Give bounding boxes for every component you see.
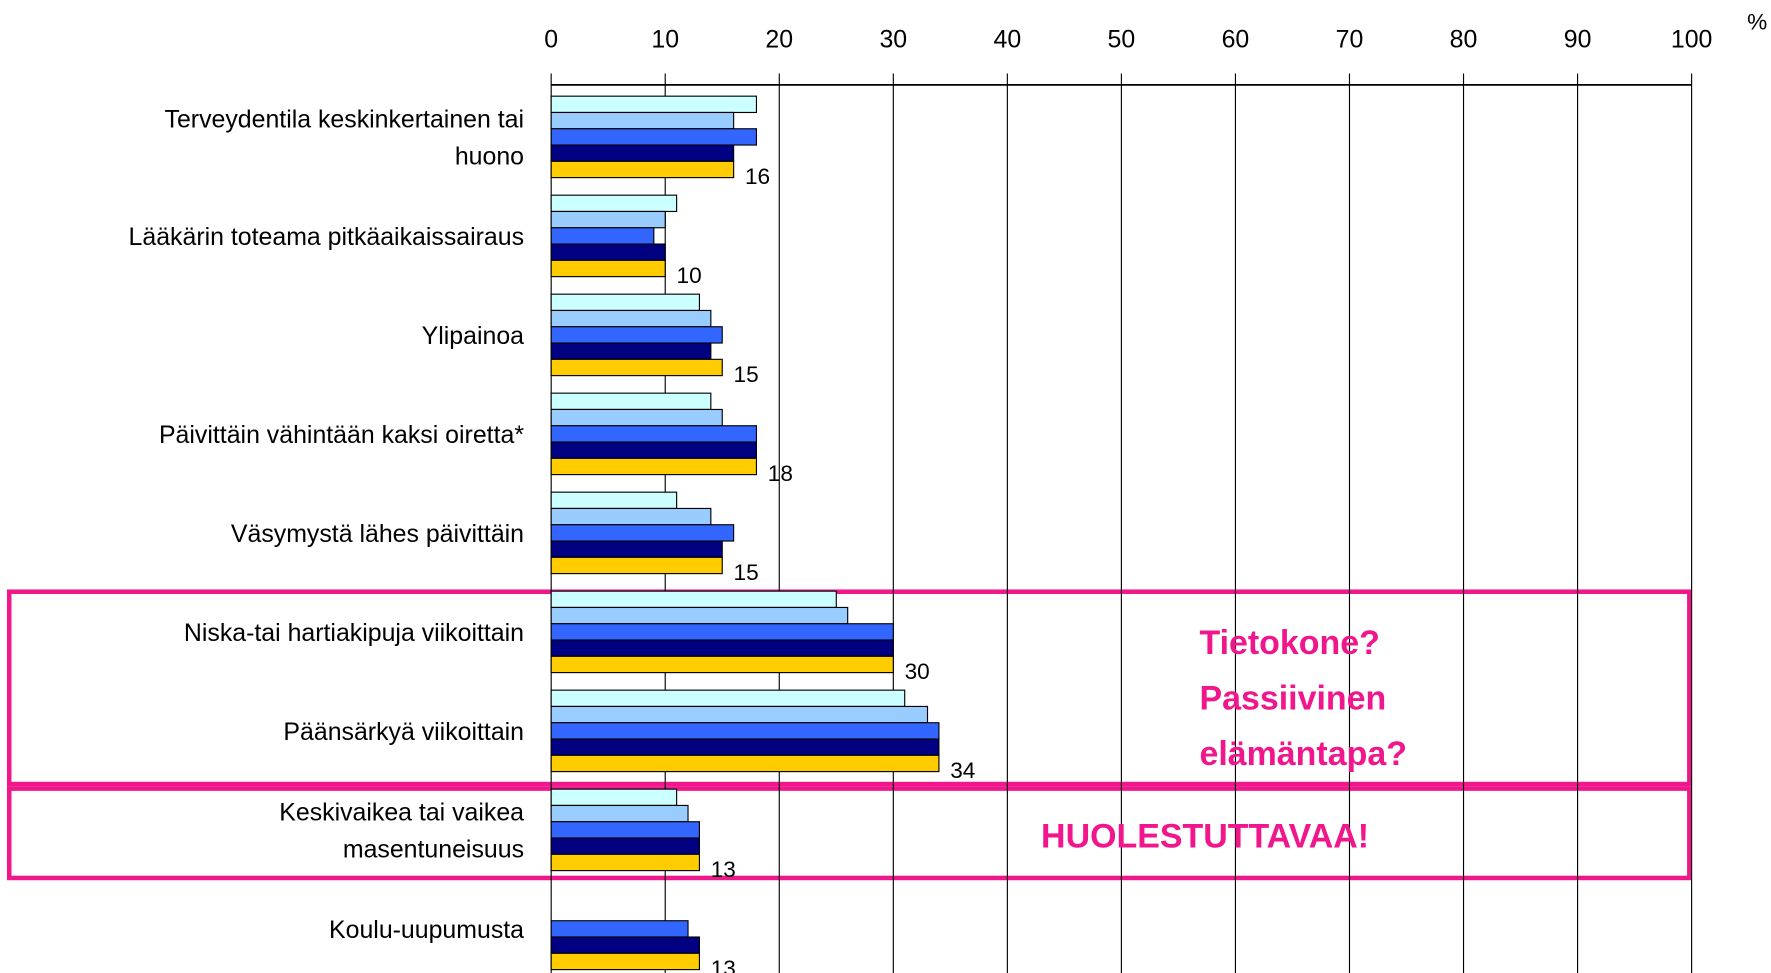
bar [550, 920, 689, 938]
category-label: Väsymystä lähes päivittäin [231, 520, 524, 548]
annotation: elämäntapa? [1199, 735, 1406, 773]
bar [550, 95, 758, 114]
category-label-line: Niska-tai hartiakipuja viikoittain [184, 619, 524, 647]
x-tick-label: 70 [1336, 25, 1364, 53]
category-label: Lääkärin toteama pitkäaikaissairaus [129, 223, 524, 251]
data-label: 15 [734, 362, 759, 387]
highlight-box [6, 786, 1692, 881]
x-tick-label: 90 [1564, 25, 1592, 53]
category-label: Ylipainoa [422, 322, 525, 350]
bar [550, 491, 678, 510]
bar [550, 358, 723, 377]
bar [550, 392, 712, 411]
bar [550, 408, 723, 427]
category-label: Terveydentila keskinkertainen tai huono [165, 105, 524, 170]
bar [550, 293, 700, 312]
highlight-box [6, 589, 1692, 787]
annotation: Passiivinen [1199, 679, 1386, 717]
x-tick-label: 40 [994, 25, 1022, 53]
x-tick-label: 100 [1671, 25, 1713, 53]
category-label-line: Päänsärkyä viikoittain [283, 718, 524, 746]
bar [550, 342, 712, 360]
bar [550, 804, 689, 823]
category-label: Päivittäin vähintään kaksi oiretta* [159, 421, 524, 449]
bar [550, 754, 940, 773]
bar [550, 655, 894, 674]
data-label: 13 [711, 857, 736, 882]
bar [550, 243, 666, 261]
bar [550, 590, 837, 609]
bar [550, 705, 929, 724]
bar [550, 524, 735, 542]
bar [550, 326, 723, 344]
bar [550, 936, 700, 954]
bar [550, 210, 666, 229]
category-label: Koulu-uupumusta [329, 916, 524, 944]
bar [550, 425, 758, 443]
bar [550, 738, 940, 756]
bar [550, 689, 906, 708]
bar [550, 227, 655, 245]
data-label: 18 [768, 461, 793, 486]
category-label-line: Terveydentila keskinkertainen tai [165, 105, 524, 133]
category-label-line: Koulu-uupumusta [329, 916, 524, 944]
bar [550, 441, 758, 459]
x-tick-label: 80 [1450, 25, 1478, 53]
bar [550, 259, 666, 278]
x-tick-label: 50 [1108, 25, 1136, 53]
data-label: 10 [677, 263, 702, 288]
data-label: 16 [745, 164, 770, 189]
annotation: Tietokone? [1199, 624, 1379, 662]
category-label: Keskivaikea tai vaikea masentuneisuus [279, 798, 524, 863]
category-label-line: Lääkärin toteama pitkäaikaissairaus [129, 223, 524, 251]
x-tick-label: 60 [1222, 25, 1250, 53]
category-label-line: Ylipainoa [422, 322, 525, 350]
bar [550, 194, 678, 213]
bar [550, 457, 758, 476]
bar [550, 128, 758, 146]
bar [550, 788, 678, 807]
category-label-line: Päivittäin vähintään kaksi oiretta* [159, 421, 524, 449]
data-label: 30 [905, 659, 930, 684]
bar [550, 144, 735, 162]
category-label: Niska-tai hartiakipuja viikoittain [184, 619, 524, 647]
bar [550, 952, 700, 971]
data-label: 34 [950, 758, 975, 783]
category-label-line: Keskivaikea tai vaikea [279, 798, 524, 826]
data-label: 15 [734, 560, 759, 585]
x-tick-label: 30 [879, 25, 907, 53]
category-label-line: masentuneisuus [343, 836, 524, 864]
category-label: Päänsärkyä viikoittain [283, 718, 524, 746]
category-label-line: Väsymystä lähes päivittäin [231, 520, 524, 548]
bar [550, 837, 700, 855]
annotation: HUOLESTUTTAVAA! [1041, 817, 1369, 855]
bar [550, 111, 735, 130]
bar [550, 623, 894, 641]
x-tick-label: 20 [765, 25, 793, 53]
bar [550, 556, 723, 575]
bar [550, 507, 712, 526]
bar [550, 309, 712, 328]
bar [550, 639, 894, 657]
bar [550, 606, 849, 625]
x-tick-label: 0 [544, 25, 558, 53]
unit-label: % [1747, 9, 1767, 34]
bar [550, 821, 700, 839]
bar [550, 853, 700, 872]
bar [550, 722, 940, 740]
category-label-line: huono [455, 143, 524, 171]
data-label: 13 [711, 956, 736, 973]
x-tick-label: 10 [651, 25, 679, 53]
bar [550, 540, 723, 558]
bar [550, 160, 735, 179]
